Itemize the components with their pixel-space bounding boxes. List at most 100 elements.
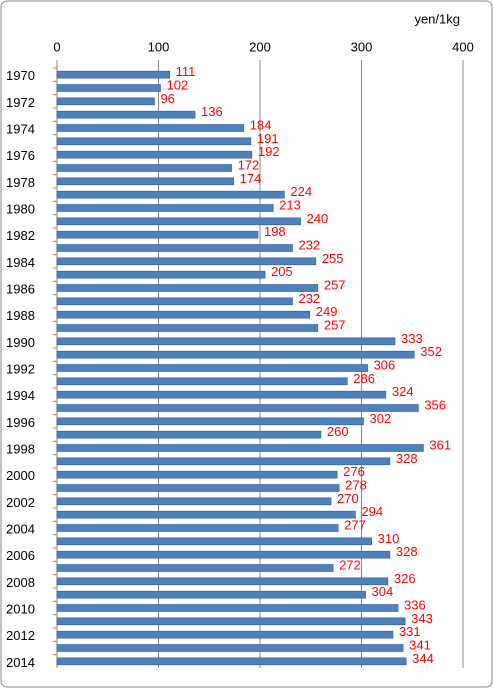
y-tick-label: 2014 <box>6 655 35 670</box>
bar <box>56 164 232 172</box>
bar <box>56 217 301 226</box>
bar <box>56 310 311 319</box>
bar <box>56 550 391 559</box>
bar <box>56 230 259 239</box>
y-tick-label: 1996 <box>6 415 35 430</box>
value-label: 310 <box>378 531 400 546</box>
y-tick-label: 1990 <box>6 335 35 350</box>
value-label: 102 <box>167 77 189 92</box>
bar <box>56 524 339 532</box>
value-label: 136 <box>201 104 223 119</box>
value-label: 306 <box>374 357 396 372</box>
value-label: 255 <box>322 251 344 266</box>
value-label: 232 <box>298 291 320 306</box>
value-label: 257 <box>324 317 346 332</box>
value-label: 344 <box>412 651 434 666</box>
value-label: 270 <box>337 491 359 506</box>
bar <box>56 70 170 79</box>
y-tick-label: 1992 <box>6 361 35 376</box>
value-label: 343 <box>411 611 433 626</box>
value-label: 278 <box>345 477 367 492</box>
bar <box>56 137 252 146</box>
value-label: 294 <box>361 504 383 519</box>
y-tick-label: 1978 <box>6 175 35 190</box>
bar <box>56 657 407 666</box>
bar <box>56 577 389 586</box>
value-label: 174 <box>240 171 262 186</box>
bar <box>56 324 319 332</box>
y-tick-label: 1980 <box>6 201 35 216</box>
value-label: 326 <box>394 571 416 586</box>
value-label: 111 <box>176 64 196 79</box>
bar <box>56 150 253 159</box>
value-label: 277 <box>344 517 366 532</box>
bar <box>56 417 364 426</box>
y-tick-label: 1972 <box>6 95 35 110</box>
bar <box>56 457 391 466</box>
y-tick-label: 1970 <box>6 68 35 83</box>
bar <box>56 297 293 306</box>
bar <box>56 284 319 292</box>
bar <box>56 537 372 546</box>
x-tick-label: 400 <box>452 39 474 54</box>
bar <box>56 204 274 212</box>
bar <box>56 84 161 92</box>
bar <box>56 190 285 199</box>
bar <box>56 510 356 519</box>
bar <box>56 444 424 452</box>
y-tick-label: 1986 <box>6 281 35 296</box>
value-label: 198 <box>264 224 286 239</box>
bar <box>56 644 404 652</box>
value-label: 276 <box>343 464 365 479</box>
value-label: 96 <box>160 91 174 106</box>
y-tick-label: 2002 <box>6 495 35 510</box>
value-label: 328 <box>396 544 418 559</box>
y-tick-label: 2008 <box>6 575 35 590</box>
value-label: 302 <box>370 411 392 426</box>
value-label: 272 <box>339 557 361 572</box>
y-tick-label: 1988 <box>6 308 35 323</box>
y-tick-label: 1982 <box>6 228 35 243</box>
bar <box>56 350 415 359</box>
bar <box>56 244 293 252</box>
y-tick-label: 2012 <box>6 628 35 643</box>
value-label: 232 <box>298 237 320 252</box>
value-label: 260 <box>327 424 349 439</box>
value-label: 331 <box>399 624 421 639</box>
x-tick-label: 300 <box>351 39 373 54</box>
value-label: 352 <box>420 344 442 359</box>
value-label: 172 <box>238 157 260 172</box>
value-label: 184 <box>250 117 272 132</box>
value-label: 333 <box>401 331 423 346</box>
y-tick-label: 1976 <box>6 148 35 163</box>
bar <box>56 484 340 492</box>
bar <box>56 177 234 186</box>
value-label: 356 <box>424 397 446 412</box>
value-label: 328 <box>396 451 418 466</box>
x-tick-label: 200 <box>249 39 271 54</box>
bar <box>56 617 406 626</box>
y-tick-label: 2010 <box>6 601 35 616</box>
y-tick-label: 1974 <box>6 121 35 136</box>
y-tick-label: 1998 <box>6 441 35 456</box>
value-label: 304 <box>372 584 394 599</box>
y-tick-label: 1994 <box>6 388 35 403</box>
value-label: 324 <box>392 384 414 399</box>
bar <box>56 257 317 266</box>
bar <box>56 430 322 439</box>
bar <box>56 404 419 412</box>
value-label: 224 <box>290 184 312 199</box>
value-label: 192 <box>258 144 280 159</box>
value-label: 257 <box>324 277 346 292</box>
y-tick-label: 2006 <box>6 548 35 563</box>
bar <box>56 590 366 599</box>
bar <box>56 564 334 572</box>
bar <box>56 604 399 612</box>
bar <box>56 377 348 386</box>
bar <box>56 470 338 479</box>
x-tick-label: 100 <box>148 39 170 54</box>
bar <box>56 630 394 639</box>
value-label: 341 <box>409 637 431 652</box>
y-tick-label: 1984 <box>6 255 35 270</box>
